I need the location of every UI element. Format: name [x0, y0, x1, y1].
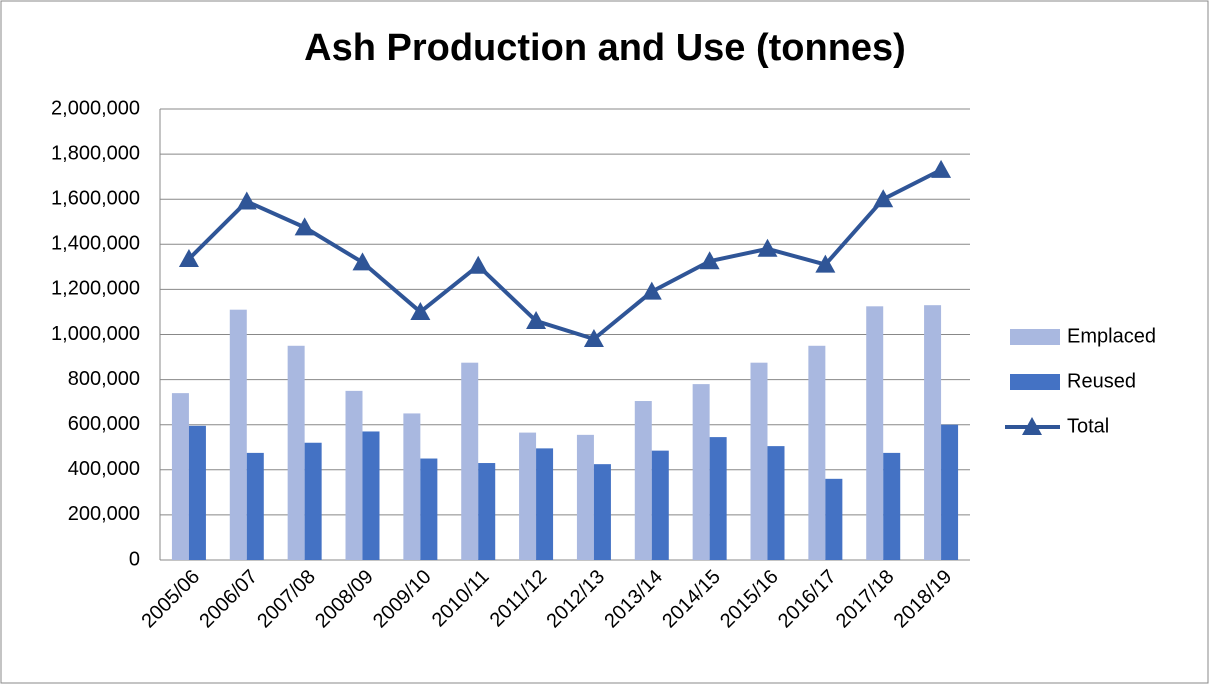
bar: [709, 437, 727, 560]
bar: [403, 413, 421, 560]
bar: [941, 424, 959, 560]
bar: [576, 434, 594, 560]
legend-label: Total: [1067, 415, 1109, 437]
bar: [767, 446, 785, 560]
bar: [536, 448, 554, 560]
bar: [593, 464, 611, 560]
bar: [287, 345, 305, 560]
y-tick-label: 1,600,000: [51, 187, 140, 209]
y-tick-label: 0: [129, 548, 140, 570]
legend-swatch: [1022, 417, 1042, 435]
line-marker: [468, 255, 489, 274]
bar: [420, 458, 438, 560]
bar: [304, 442, 322, 560]
legend-swatch: [1010, 374, 1060, 390]
line-marker: [931, 159, 952, 178]
bar: [362, 431, 380, 560]
bar: [519, 432, 537, 560]
y-tick-label: 2,000,000: [51, 97, 140, 119]
y-tick-label: 1,400,000: [51, 233, 140, 255]
line-marker: [641, 281, 662, 300]
y-tick-label: 800,000: [68, 368, 140, 390]
line-marker: [526, 310, 547, 329]
line-marker: [236, 191, 257, 210]
bar: [171, 393, 189, 560]
line-marker: [699, 251, 720, 270]
line-marker: [873, 189, 894, 208]
y-tick-label: 1,200,000: [51, 278, 140, 300]
y-tick-label: 1,000,000: [51, 323, 140, 345]
y-tick-label: 400,000: [68, 458, 140, 480]
legend-label: Emplaced: [1067, 325, 1156, 347]
line-marker: [757, 238, 778, 257]
bar: [883, 452, 901, 560]
line-marker: [583, 329, 604, 348]
line-marker: [294, 217, 315, 236]
bar: [651, 450, 669, 560]
line-marker: [815, 254, 836, 273]
bar: [750, 362, 768, 560]
bar: [246, 452, 264, 560]
legend-swatch: [1010, 329, 1060, 345]
y-tick-label: 600,000: [68, 413, 140, 435]
bar: [692, 384, 710, 560]
bar: [345, 390, 363, 560]
line-marker: [352, 252, 373, 271]
bar: [924, 305, 942, 560]
line-marker: [410, 301, 431, 320]
line: [187, 168, 942, 342]
chart-title: Ash Production and Use (tonnes): [304, 27, 906, 69]
y-tick-label: 1,800,000: [51, 142, 140, 164]
bar: [634, 401, 652, 560]
bar: [478, 463, 496, 560]
y-tick-label: 200,000: [68, 503, 140, 525]
bar: [229, 309, 247, 560]
bar: [825, 478, 843, 560]
line-marker: [178, 248, 199, 267]
bar: [866, 306, 884, 560]
bar: [461, 362, 479, 560]
bar: [808, 345, 826, 560]
bar: [188, 425, 206, 560]
legend-label: Reused: [1067, 370, 1136, 392]
